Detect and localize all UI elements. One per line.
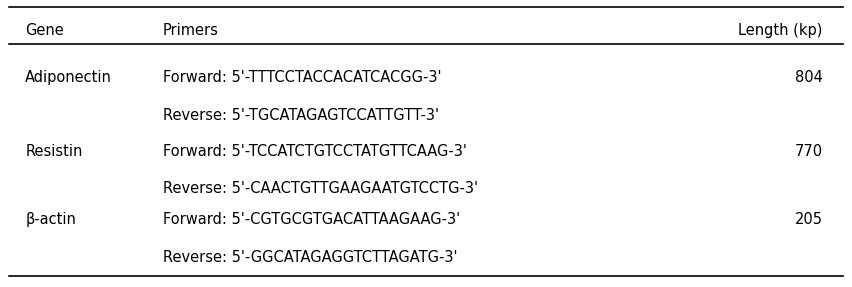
Text: Length (kp): Length (kp) [738,23,823,38]
Text: Reverse: 5'-GGCATAGAGGTCTTAGATG-3': Reverse: 5'-GGCATAGAGGTCTTAGATG-3' [163,250,458,265]
Text: 205: 205 [795,212,823,227]
Text: Forward: 5'-TTTCCTACCACATCACGG-3': Forward: 5'-TTTCCTACCACATCACGG-3' [163,70,441,85]
Text: 804: 804 [795,70,823,85]
Text: Forward: 5'-CGTGCGTGACATTAAGAAG-3': Forward: 5'-CGTGCGTGACATTAAGAAG-3' [163,212,460,227]
Text: Resistin: Resistin [26,144,83,158]
Text: β-actin: β-actin [26,212,76,227]
Text: Forward: 5'-TCCATCTGTCCTATGTTCAAG-3': Forward: 5'-TCCATCTGTCCTATGTTCAAG-3' [163,144,467,158]
Text: Adiponectin: Adiponectin [26,70,112,85]
Text: 770: 770 [794,144,823,158]
Text: Reverse: 5'-TGCATAGAGTCCATTGTT-3': Reverse: 5'-TGCATAGAGTCCATTGTT-3' [163,108,439,123]
Text: Reverse: 5'-CAACTGTTGAAGAATGTCCTG-3': Reverse: 5'-CAACTGTTGAAGAATGTCCTG-3' [163,181,478,197]
Text: Primers: Primers [163,23,219,38]
Text: Gene: Gene [26,23,64,38]
